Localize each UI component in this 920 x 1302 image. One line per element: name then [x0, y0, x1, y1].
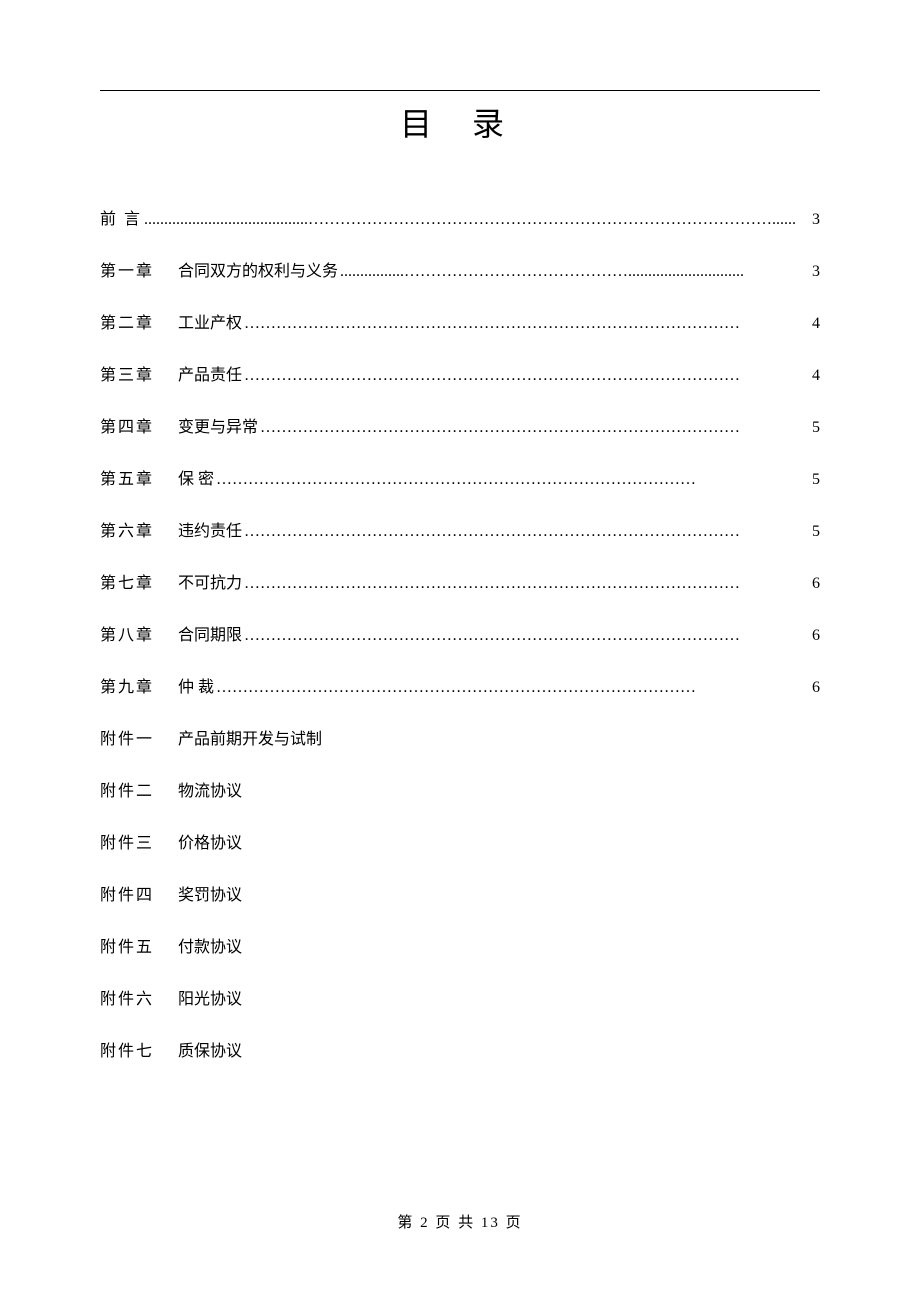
appendix-entry: 附件二物流协议 — [100, 777, 820, 801]
appendix-text: 物流协议 — [178, 777, 242, 801]
toc-text: 违约责任 — [178, 517, 242, 541]
appendix-label: 附件四 — [100, 881, 154, 905]
toc-text: 仲 裁 — [178, 673, 214, 697]
toc-entry: 第四章变更与异常………………………………………………………………………………5 — [100, 413, 820, 437]
toc-leader-dots: ………………………………………………………………………………… — [244, 627, 810, 645]
toc-label: 第五章 — [100, 465, 154, 489]
appendix-text: 价格协议 — [178, 829, 242, 853]
appendix-entry: 附件六阳光协议 — [100, 985, 820, 1009]
toc-text: 变更与异常 — [178, 413, 258, 437]
toc-leader-dots: ………………………………………………………………………………… — [244, 315, 810, 333]
toc-entry: 前 言.....................................… — [100, 205, 820, 229]
toc-entry: 第八章合同期限…………………………………………………………………………………6 — [100, 621, 820, 645]
appendix-list: 附件一产品前期开发与试制附件二物流协议附件三价格协议附件四奖罚协议附件五付款协议… — [100, 725, 820, 1061]
toc-leader-dots: ………………………………………………………………………………… — [244, 575, 810, 593]
toc-page-number: 4 — [812, 367, 820, 385]
toc-label: 前 言 — [100, 205, 142, 229]
toc-label: 第三章 — [100, 361, 154, 385]
toc-entry: 第五章保 密………………………………………………………………………………5 — [100, 465, 820, 489]
toc-leader-dots: ........................................… — [144, 211, 810, 229]
toc-text: 工业产权 — [178, 309, 242, 333]
toc-label: 第一章 — [100, 257, 154, 281]
toc-page-number: 4 — [812, 315, 820, 333]
toc-label: 第九章 — [100, 673, 154, 697]
appendix-entry: 附件五付款协议 — [100, 933, 820, 957]
toc-label: 第七章 — [100, 569, 154, 593]
appendix-entry: 附件七质保协议 — [100, 1037, 820, 1061]
toc-leader-dots: ……………………………………………………………………………… — [260, 419, 810, 437]
appendix-text: 付款协议 — [178, 933, 242, 957]
toc-leader-dots: ……………………………………………………………………………… — [216, 679, 810, 697]
toc-text: 不可抗力 — [178, 569, 242, 593]
toc-label: 第四章 — [100, 413, 154, 437]
toc-entry: 第七章不可抗力…………………………………………………………………………………6 — [100, 569, 820, 593]
appendix-text: 质保协议 — [178, 1037, 242, 1061]
appendix-entry: 附件四奖罚协议 — [100, 881, 820, 905]
toc-page-number: 3 — [812, 263, 820, 281]
toc-page-number: 5 — [812, 523, 820, 541]
toc-leader-dots: ……………………………………………………………………………… — [216, 471, 810, 489]
toc-page-number: 3 — [812, 211, 820, 229]
appendix-text: 奖罚协议 — [178, 881, 242, 905]
toc-page-number: 6 — [812, 575, 820, 593]
appendix-label: 附件五 — [100, 933, 154, 957]
appendix-label: 附件七 — [100, 1037, 154, 1061]
toc-leader-dots: ………………………………………………………………………………… — [244, 367, 810, 385]
toc-label: 第六章 — [100, 517, 154, 541]
appendix-label: 附件六 — [100, 985, 154, 1009]
header-rule — [100, 90, 820, 91]
toc-label: 第八章 — [100, 621, 154, 645]
toc-entry: 第三章产品责任…………………………………………………………………………………4 — [100, 361, 820, 385]
toc-text: 保 密 — [178, 465, 214, 489]
toc-text: 合同双方的权利与义务 — [178, 257, 338, 281]
appendix-entry: 附件三价格协议 — [100, 829, 820, 853]
toc-label: 第二章 — [100, 309, 154, 333]
appendix-label: 附件二 — [100, 777, 154, 801]
toc-entry: 第九章仲 裁………………………………………………………………………………6 — [100, 673, 820, 697]
toc-page-number: 6 — [812, 627, 820, 645]
toc-text: 合同期限 — [178, 621, 242, 645]
page-footer: 第 2 页 共 13 页 — [0, 1211, 920, 1232]
toc-page-number: 5 — [812, 471, 820, 489]
toc-entry: 第一章合同双方的权利与义务................……………………………… — [100, 257, 820, 281]
toc-page-number: 6 — [812, 679, 820, 697]
toc-entry: 第六章违约责任…………………………………………………………………………………5 — [100, 517, 820, 541]
toc-page-number: 5 — [812, 419, 820, 437]
toc-entry: 第二章工业产权…………………………………………………………………………………4 — [100, 309, 820, 333]
toc-text: 产品责任 — [178, 361, 242, 385]
page-title: 目 录 — [100, 99, 820, 145]
toc-leader-dots: ................……………………………………..........… — [340, 263, 810, 281]
table-of-contents: 前 言.....................................… — [100, 205, 820, 697]
document-page: 目 录 前 言.................................… — [0, 0, 920, 1061]
appendix-text: 阳光协议 — [178, 985, 242, 1009]
toc-leader-dots: ………………………………………………………………………………… — [244, 523, 810, 541]
appendix-label: 附件三 — [100, 829, 154, 853]
appendix-entry: 附件一产品前期开发与试制 — [100, 725, 820, 749]
appendix-text: 产品前期开发与试制 — [178, 725, 322, 749]
appendix-label: 附件一 — [100, 725, 154, 749]
